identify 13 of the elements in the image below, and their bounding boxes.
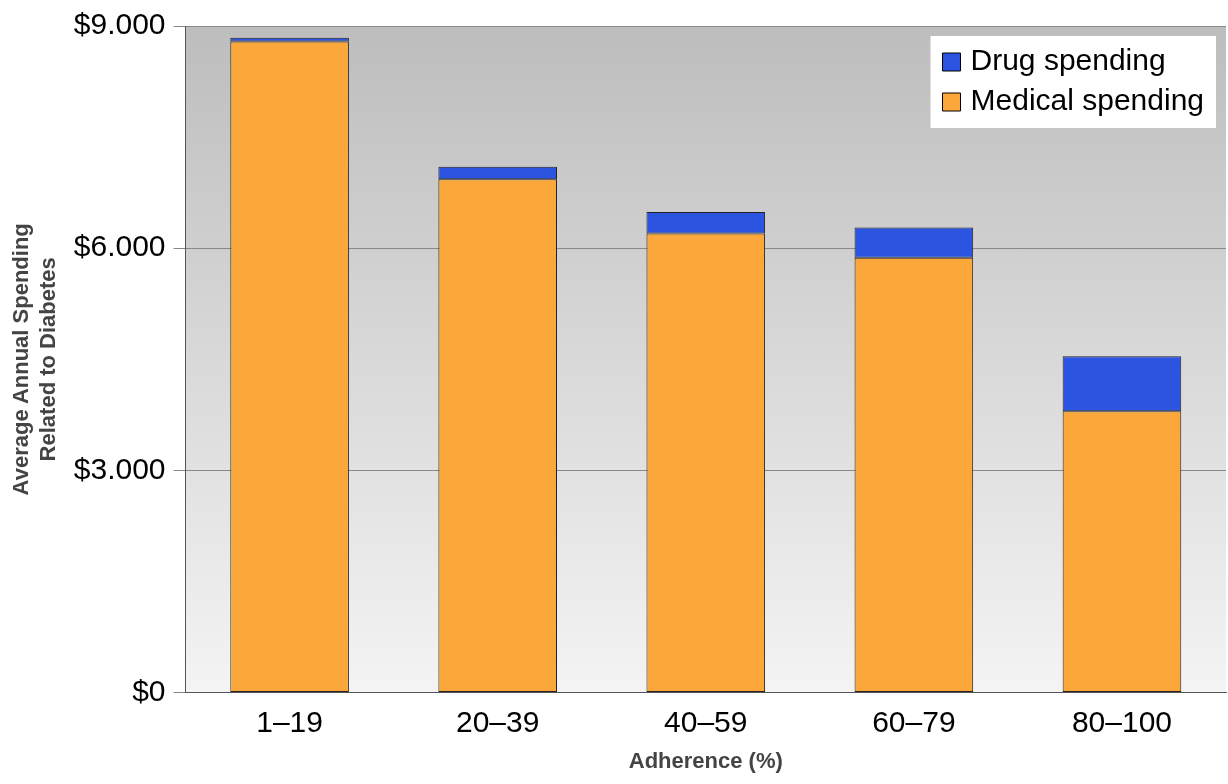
x-tick-label: 1–19	[256, 704, 323, 738]
x-tick-label: 20–39	[455, 704, 540, 738]
y-tick-label: $3.000	[73, 451, 166, 485]
y-tick-label: $9.000	[73, 7, 166, 41]
x-tick-label: 80–100	[1071, 704, 1173, 738]
x-tick-label: 60–79	[872, 704, 956, 738]
x-axis-title: Adherence (%)	[628, 747, 783, 773]
y-tick-label: $6.000	[73, 229, 166, 263]
legend-label: Drug spending	[970, 43, 1166, 77]
y-axis-title: Average Annual Spending Related to Diabetes	[8, 223, 60, 496]
x-tick-label: 40–59	[664, 704, 748, 738]
legend-label: Medical spending	[970, 83, 1204, 117]
y-tick-label: $0	[132, 673, 166, 707]
